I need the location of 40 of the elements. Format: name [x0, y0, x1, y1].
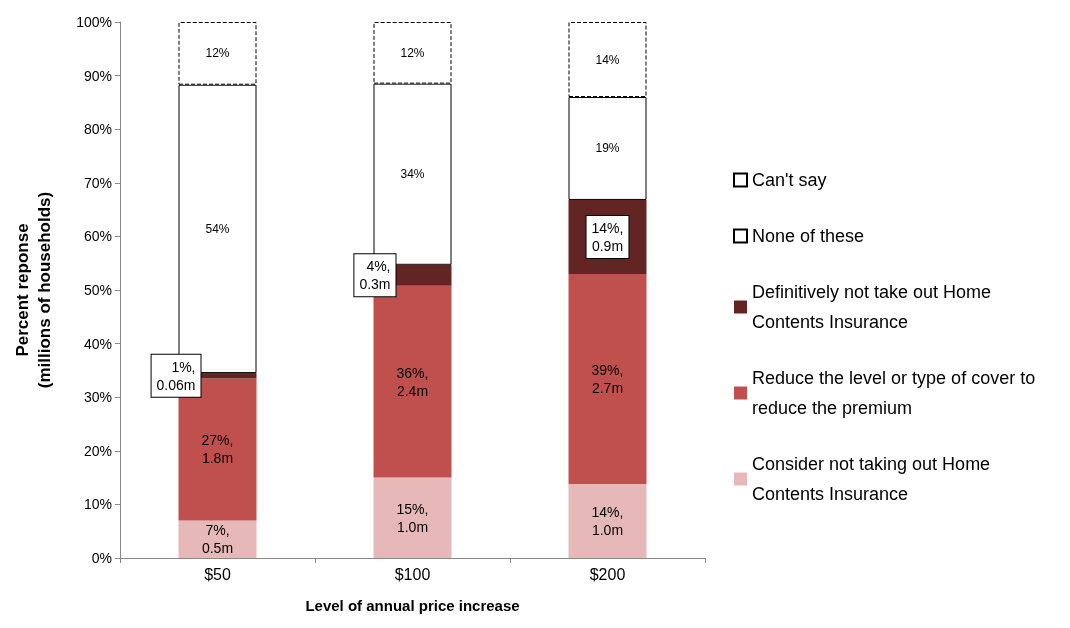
legend-label: Definitively not take out Home Contents Insurance — [752, 282, 997, 332]
data-label: 54% — [205, 221, 230, 236]
y-axis-title: Percent reponse (millions of households) — [12, 191, 54, 389]
x-axis-title: Level of annual price increase — [305, 597, 520, 614]
y-tick-label: 10% — [83, 496, 112, 513]
bar — [373, 477, 452, 558]
data-label: 15%, 1.0m — [396, 500, 429, 535]
legend-label: Reduce the level or type of cover to reduce the premium — [752, 368, 1041, 418]
y-tick-label: 100% — [76, 14, 112, 30]
data-label: 1%, 0.06m — [156, 358, 196, 393]
bar — [568, 484, 647, 558]
data-label: 14%, 1.0m — [591, 504, 624, 539]
y-tick-label: 70% — [83, 174, 112, 191]
data-label: 19% — [595, 141, 620, 156]
bar — [568, 273, 647, 485]
x-tick-label: $100 — [394, 565, 431, 583]
data-label: 14% — [595, 52, 620, 67]
y-tick-label: 30% — [83, 389, 112, 406]
x-tick-label: $50 — [204, 565, 231, 583]
y-tick-label: 20% — [83, 442, 112, 459]
y-tick-label: 0% — [91, 550, 112, 566]
data-label: 34% — [400, 167, 425, 182]
y-tick-label: 80% — [83, 121, 112, 138]
y-tick-label: 40% — [83, 335, 112, 352]
data-label: 7%, 0.5m — [201, 522, 234, 557]
data-label: 14%, 0.9m — [591, 219, 624, 254]
data-label: 27%, 1.8m — [201, 432, 234, 467]
legend-label: Consider not taking out Home Contents Insurance — [752, 454, 996, 504]
data-label: 39%, 2.7m — [591, 361, 624, 396]
y-tick-label: 50% — [83, 282, 112, 298]
data-label: 36%, 2.4m — [396, 364, 429, 399]
data-label: 12% — [205, 46, 230, 61]
data-label: 12% — [400, 45, 425, 60]
data-label: 4%, 0.3m — [359, 258, 391, 293]
legend-label: Can't say — [752, 170, 827, 190]
bar — [178, 520, 257, 558]
y-tick-label: 60% — [83, 228, 112, 245]
y-tick-label: 90% — [83, 67, 112, 84]
legend-label: None of these — [752, 226, 865, 246]
x-tick-label: $200 — [589, 565, 626, 583]
